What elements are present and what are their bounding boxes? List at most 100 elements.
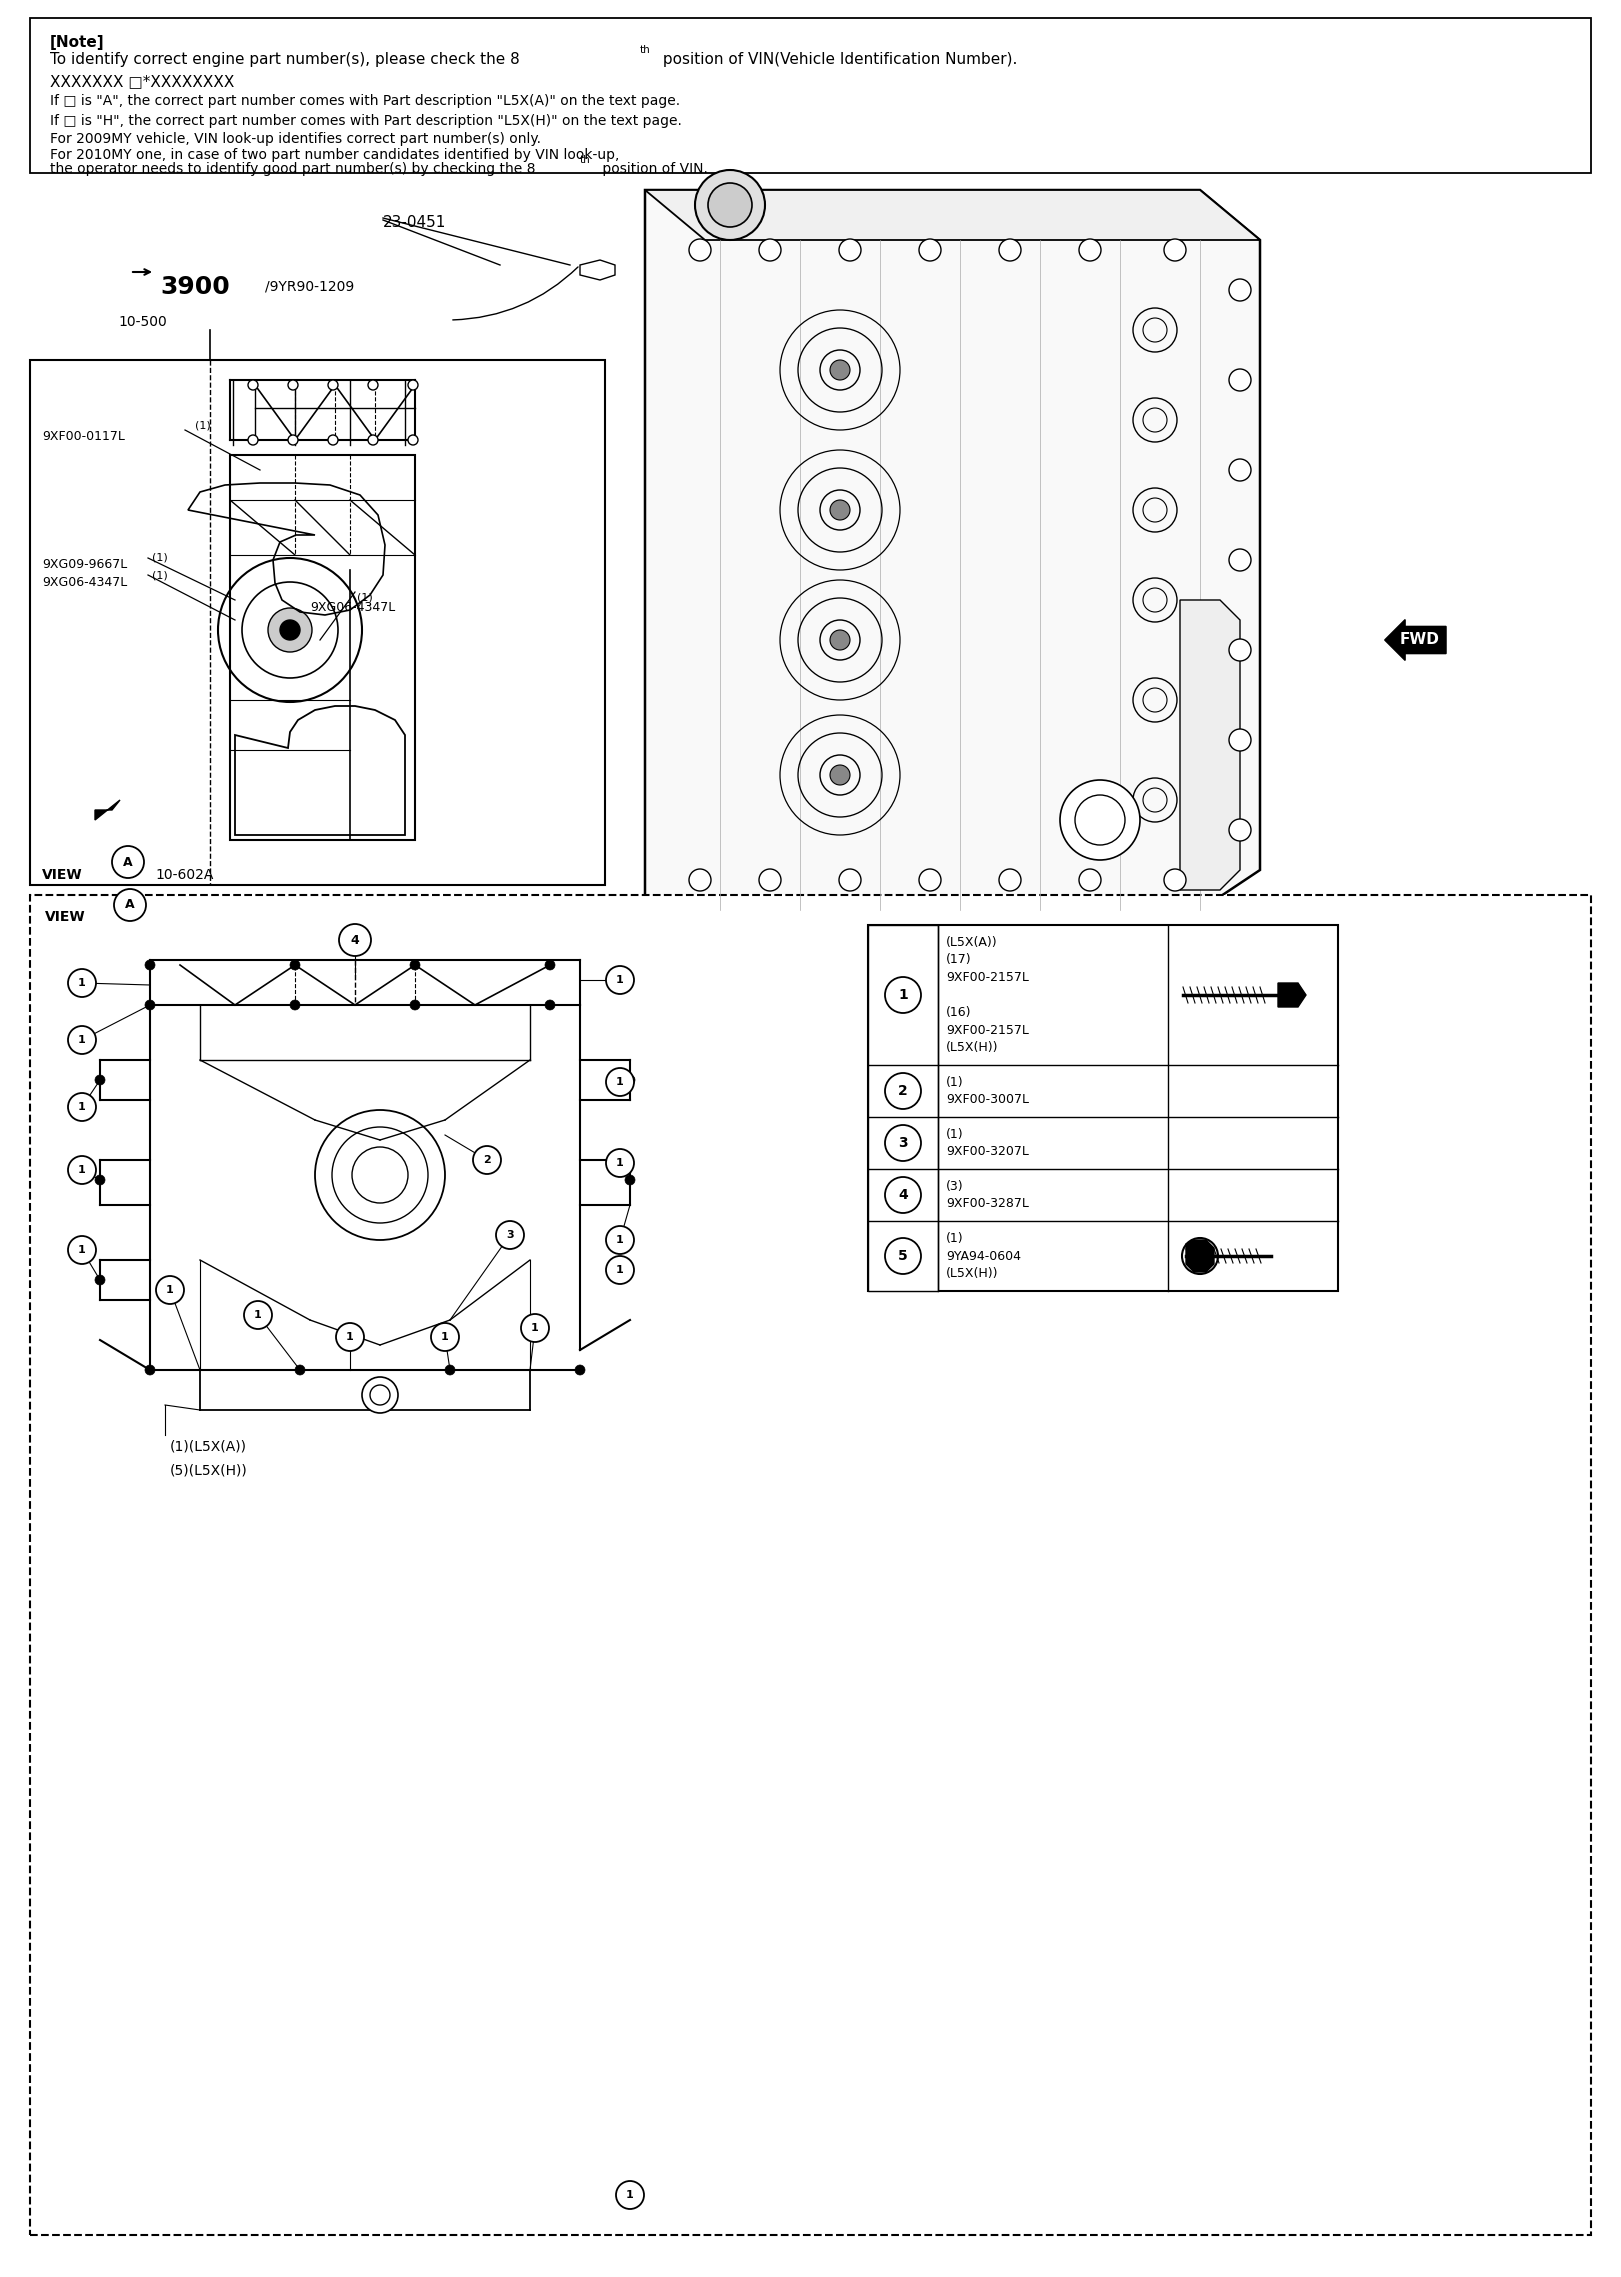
Circle shape [999,870,1021,890]
Circle shape [446,1364,456,1375]
Text: 9YA94-0604: 9YA94-0604 [947,1250,1021,1261]
Circle shape [1229,280,1251,301]
Circle shape [68,1027,96,1054]
Circle shape [606,1068,634,1095]
Circle shape [830,765,849,786]
Polygon shape [96,799,120,820]
Text: (L5X(H)): (L5X(H)) [947,1266,999,1280]
Circle shape [473,1145,501,1175]
Text: If □ is "H", the correct part number comes with Part description "L5X(H)" on the: If □ is "H", the correct part number com… [50,114,682,128]
Text: (1): (1) [195,421,211,430]
Text: 5: 5 [898,1250,908,1264]
Circle shape [113,888,146,920]
Circle shape [1229,549,1251,572]
Circle shape [248,435,258,444]
Text: position of VIN(Vehicle Identification Number).: position of VIN(Vehicle Identification N… [658,52,1018,66]
Circle shape [999,239,1021,262]
Circle shape [919,870,942,890]
Circle shape [96,1175,105,1184]
Text: 9XF00-0117L: 9XF00-0117L [42,430,125,444]
Circle shape [830,631,849,649]
Text: To identify correct engine part number(s), please check the 8: To identify correct engine part number(s… [50,52,520,66]
Text: /9YR90-1209: /9YR90-1209 [264,280,355,294]
Text: (1): (1) [357,592,373,603]
Text: position of VIN.: position of VIN. [598,162,708,175]
Text: A: A [125,899,135,911]
Circle shape [689,239,712,262]
Text: (16): (16) [947,1006,971,1020]
Circle shape [332,1127,428,1223]
Circle shape [606,1225,634,1255]
Text: 9XF00-3207L: 9XF00-3207L [947,1145,1029,1159]
Circle shape [759,239,781,262]
Circle shape [885,1239,921,1275]
Circle shape [410,1000,420,1011]
Text: 3: 3 [898,1136,908,1150]
Circle shape [885,1072,921,1109]
Circle shape [708,182,752,228]
Polygon shape [580,260,614,280]
Text: A: A [123,856,133,868]
Text: (3): (3) [947,1179,963,1193]
Polygon shape [1187,1241,1214,1273]
Text: VIEW: VIEW [42,868,83,881]
Text: (17): (17) [947,954,971,965]
Circle shape [144,1000,156,1011]
Circle shape [68,1093,96,1120]
Circle shape [290,1000,300,1011]
Circle shape [248,380,258,389]
Circle shape [290,961,300,970]
Polygon shape [1277,984,1307,1006]
Circle shape [545,961,554,970]
Text: For 2009MY vehicle, VIN look-up identifies correct part number(s) only.: For 2009MY vehicle, VIN look-up identifi… [50,132,541,146]
Circle shape [1229,640,1251,660]
Text: 1: 1 [616,1234,624,1246]
Text: (1): (1) [947,1075,963,1088]
Polygon shape [1180,601,1240,890]
Circle shape [96,1275,105,1284]
Text: 9XF00-2157L: 9XF00-2157L [947,970,1029,984]
Circle shape [289,380,298,389]
Circle shape [606,965,634,995]
Text: 1: 1 [347,1332,353,1341]
Circle shape [830,360,849,380]
Circle shape [68,1236,96,1264]
Text: 1: 1 [78,1166,86,1175]
Text: If □ is "A", the correct part number comes with Part description "L5X(A)" on the: If □ is "A", the correct part number com… [50,93,681,107]
Bar [867,924,1337,1291]
Text: 2: 2 [483,1154,491,1166]
Circle shape [368,380,378,389]
Circle shape [314,1109,446,1241]
Text: 1: 1 [532,1323,538,1332]
Circle shape [242,583,339,679]
Text: 1: 1 [616,1159,624,1168]
Circle shape [1229,460,1251,480]
Circle shape [68,1157,96,1184]
Circle shape [289,435,298,444]
Text: 1: 1 [78,1036,86,1045]
Circle shape [1164,870,1187,890]
Text: 1: 1 [616,975,624,986]
Circle shape [144,961,156,970]
Circle shape [96,1075,105,1086]
Circle shape [1229,820,1251,840]
Text: [Note]: [Note] [50,34,105,50]
Circle shape [339,924,371,956]
Text: 2: 2 [898,1084,908,1098]
Circle shape [112,847,144,879]
Text: FWD: FWD [1401,633,1439,647]
Circle shape [144,1364,156,1375]
Text: 1: 1 [165,1284,173,1296]
Bar [31,895,1590,2236]
Circle shape [336,1323,365,1350]
Polygon shape [645,189,1260,911]
Circle shape [68,970,96,997]
Text: (5)(L5X(H)): (5)(L5X(H)) [170,1464,248,1478]
Text: 1: 1 [616,1266,624,1275]
Circle shape [370,1384,391,1405]
Text: VIEW: VIEW [45,911,86,924]
Circle shape [885,1125,921,1161]
Circle shape [626,1175,635,1184]
Circle shape [1080,239,1101,262]
Text: th: th [640,46,650,55]
